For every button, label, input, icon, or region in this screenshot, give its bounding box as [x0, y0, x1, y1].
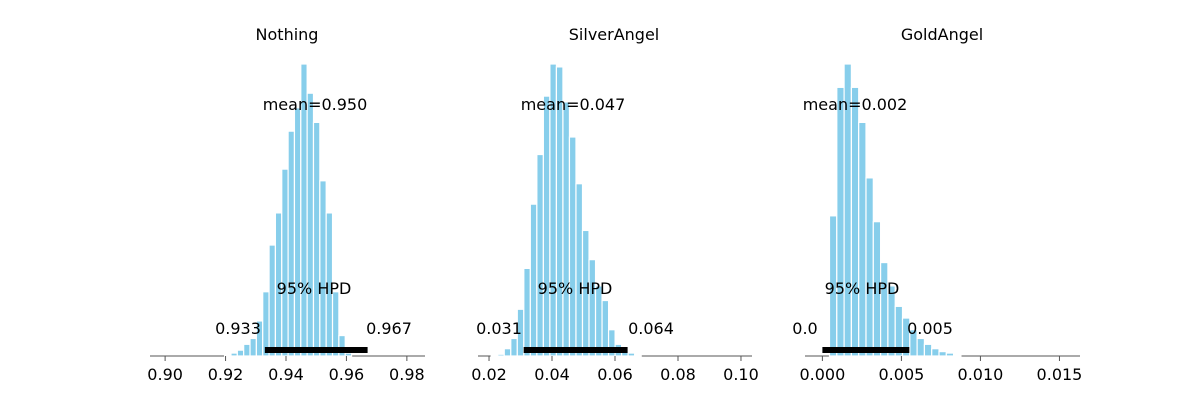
hpd-label: 95% HPD [538, 279, 613, 298]
x-tick-label: 0.005 [879, 365, 925, 384]
histogram-bar [865, 177, 874, 357]
histogram-bar [850, 86, 860, 357]
panel-title: GoldAngel [901, 25, 983, 44]
histogram-bar [601, 299, 610, 357]
histogram-bars [224, 63, 353, 357]
histogram-bar [536, 153, 544, 357]
histogram-bar [836, 86, 845, 357]
histogram-bar [634, 354, 642, 357]
histogram-bar [575, 183, 584, 357]
histogram-bar [503, 348, 512, 357]
x-ticks: 0.90 0.92 0.94 0.96 0.98 [147, 356, 425, 384]
panel-goldangel: GoldAngel 0.000 0.005 0.010 0.015 mean=0.00… [792, 25, 1082, 384]
histogram-bars [490, 63, 642, 357]
hpd-interval-bar [822, 347, 910, 353]
histogram-bar [243, 343, 251, 357]
x-tick-label: 0.015 [1037, 365, 1083, 384]
histogram-bar [331, 291, 340, 357]
histogram-bar [306, 92, 315, 357]
hpd-high-label: 0.064 [628, 319, 674, 338]
histogram-bar [858, 121, 867, 357]
histogram-bar [938, 351, 947, 357]
panel-silverangel: SilverAngel 0.02 0.04 0.06 0.08 0.10 mean=0.… [471, 25, 759, 384]
histogram-bar [627, 352, 636, 357]
histogram-bar [224, 354, 232, 357]
x-tick-label: 0.10 [723, 365, 759, 384]
histogram-bar [262, 291, 270, 357]
histogram-bar [236, 349, 245, 357]
histogram-bar [916, 337, 926, 357]
x-tick-label: 0.000 [799, 365, 845, 384]
histogram-bar [281, 168, 289, 357]
histogram-bar [510, 337, 518, 357]
histogram-bar [325, 212, 334, 357]
x-tick-label: 0.06 [597, 365, 633, 384]
x-tick-label: 0.010 [958, 365, 1004, 384]
hpd-high-label: 0.005 [907, 319, 953, 338]
histogram-bar [562, 101, 571, 357]
panel-title: Nothing [256, 25, 319, 44]
x-ticks: 0.000 0.005 0.010 0.015 [799, 356, 1082, 384]
histogram-bars [828, 63, 962, 357]
x-tick-label: 0.98 [389, 365, 425, 384]
histogram-bar [293, 107, 302, 357]
histogram-bar [607, 329, 616, 357]
histogram-bar [312, 121, 321, 357]
hpd-interval-bar [264, 347, 368, 353]
histogram-bar [338, 334, 346, 357]
x-tick-label: 0.90 [147, 365, 183, 384]
histogram-bar [268, 244, 277, 357]
mean-label: mean=0.950 [263, 95, 368, 114]
x-tick-label: 0.02 [471, 365, 507, 384]
histogram-bar [523, 267, 531, 357]
mean-label: mean=0.047 [521, 95, 626, 114]
histogram-bar [230, 352, 238, 357]
histogram-bar [953, 354, 962, 357]
x-ticks: 0.02 0.04 0.06 0.08 0.10 [471, 356, 759, 384]
hpd-label: 95% HPD [825, 279, 900, 298]
histogram-bar [344, 352, 353, 357]
histogram-bar [880, 261, 889, 357]
histogram-bar [931, 348, 940, 357]
x-tick-label: 0.96 [329, 365, 365, 384]
hpd-high-label: 0.967 [366, 319, 412, 338]
x-tick-label: 0.92 [208, 365, 244, 384]
histogram-bar [529, 203, 538, 357]
histogram-bar [287, 130, 296, 357]
histogram-bar [588, 259, 597, 357]
histogram-bar [497, 353, 505, 357]
x-tick-label: 0.94 [268, 365, 304, 384]
panel-title: SilverAngel [569, 25, 659, 44]
hpd-low-label: 0.0 [792, 319, 817, 338]
hpd-interval-bar [523, 347, 628, 353]
histogram-bar [945, 352, 955, 357]
histogram-bar [568, 136, 577, 357]
hpd-label: 95% HPD [277, 279, 352, 298]
hpd-low-label: 0.933 [215, 319, 261, 338]
histogram-bar [249, 337, 257, 357]
histogram-bar [923, 343, 933, 357]
panel-nothing: Nothing 0.90 0.92 0.94 0.96 0.98 mean=0.950 … [147, 25, 425, 384]
x-tick-label: 0.04 [534, 365, 570, 384]
hpd-low-label: 0.031 [476, 319, 522, 338]
mean-label: mean=0.002 [803, 95, 908, 114]
histogram-bar [490, 354, 499, 357]
x-tick-label: 0.08 [660, 365, 696, 384]
histogram-bar [542, 95, 551, 357]
histogram-bar [319, 180, 327, 357]
